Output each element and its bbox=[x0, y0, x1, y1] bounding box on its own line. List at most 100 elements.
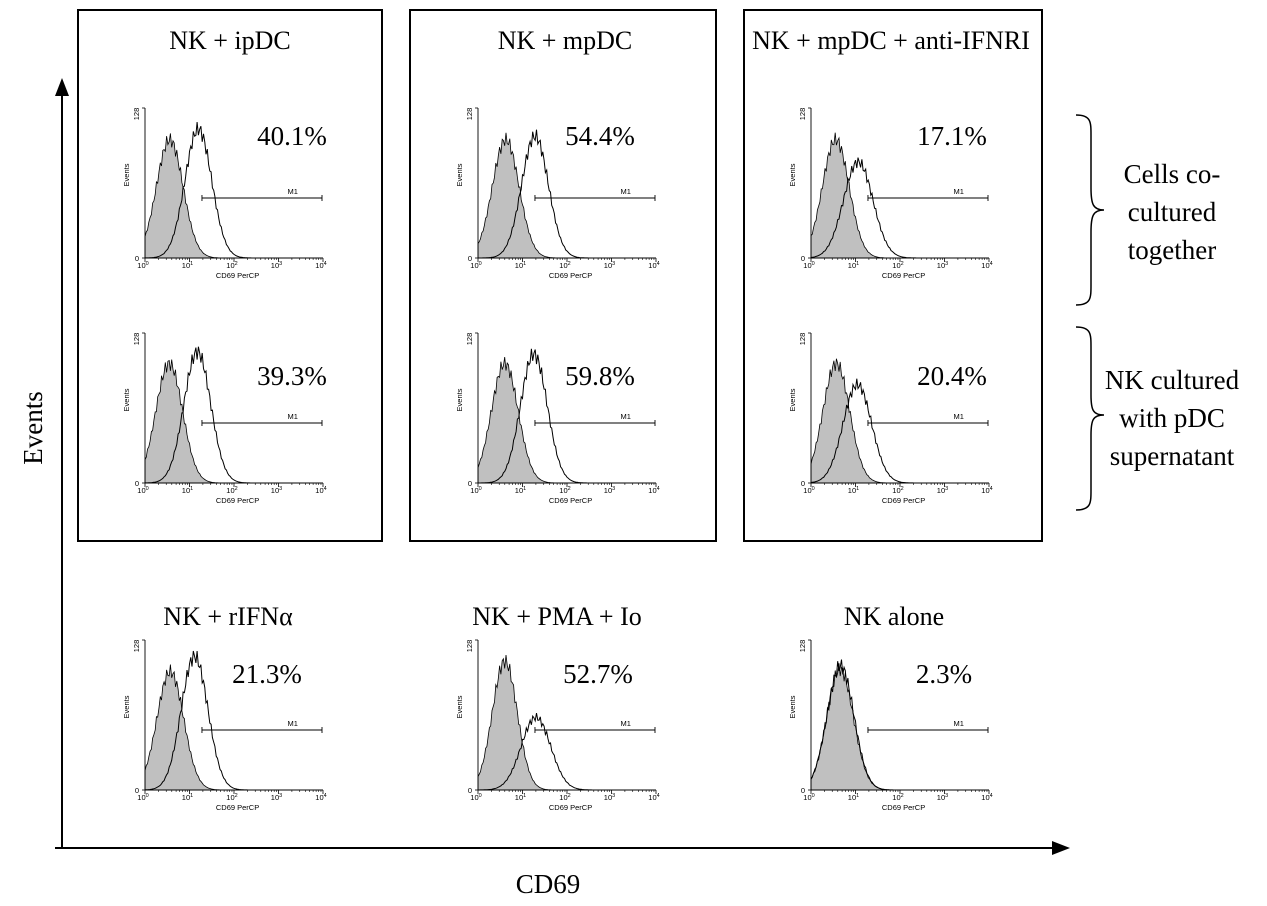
cd69-axis-arrowhead bbox=[1052, 841, 1070, 855]
gate-label: M1 bbox=[954, 187, 964, 196]
x-tick-label: 104 bbox=[315, 261, 326, 270]
y-axis-label: Events bbox=[788, 695, 797, 718]
x-tick-exponent: 1 bbox=[523, 261, 526, 267]
y-axis-label: Events bbox=[122, 388, 131, 411]
bracket-label-line: cultured bbox=[1128, 197, 1217, 227]
bracket-label-line: NK cultured bbox=[1105, 365, 1240, 395]
x-tick-exponent: 3 bbox=[945, 261, 948, 267]
x-tick-label: 100 bbox=[470, 261, 481, 270]
x-tick-label: 101 bbox=[182, 261, 193, 270]
x-tick-label: 102 bbox=[226, 486, 237, 495]
y-tick-label: 128 bbox=[132, 333, 141, 346]
x-tick-exponent: 3 bbox=[279, 261, 282, 267]
x-tick-exponent: 1 bbox=[856, 486, 859, 492]
x-tick-label: 104 bbox=[648, 793, 659, 802]
x-tick-exponent: 0 bbox=[812, 793, 815, 799]
x-tick-label: 102 bbox=[559, 793, 570, 802]
x-tick-exponent: 3 bbox=[945, 486, 948, 492]
x-tick-label: 102 bbox=[559, 261, 570, 270]
x-tick-exponent: 2 bbox=[235, 261, 238, 267]
events-axis-arrowhead bbox=[55, 78, 69, 96]
x-tick-exponent: 0 bbox=[812, 486, 815, 492]
x-tick-exponent: 1 bbox=[190, 261, 193, 267]
figure-y-axis-label: Events bbox=[18, 391, 48, 465]
gate-label: M1 bbox=[621, 187, 631, 196]
x-tick-label: 103 bbox=[604, 793, 615, 802]
x-tick-exponent: 0 bbox=[146, 793, 149, 799]
x-tick-exponent: 2 bbox=[568, 261, 571, 267]
x-tick-label: 100 bbox=[803, 793, 814, 802]
x-tick-label: 103 bbox=[604, 261, 615, 270]
x-tick-label: 101 bbox=[182, 486, 193, 495]
x-tick-label: 103 bbox=[271, 261, 282, 270]
x-tick-label: 101 bbox=[848, 793, 859, 802]
x-tick-label: 101 bbox=[515, 261, 526, 270]
bracket-label-line: supernatant bbox=[1110, 441, 1235, 471]
group-box-mpdc bbox=[409, 9, 717, 542]
x-tick-label: 103 bbox=[937, 793, 948, 802]
panel-title: NK + mpDC bbox=[498, 26, 633, 55]
x-tick-exponent: 1 bbox=[523, 793, 526, 799]
y-tick-label: 128 bbox=[798, 640, 807, 653]
x-tick-label: 104 bbox=[981, 486, 992, 495]
x-axis-label: CD69 PerCP bbox=[216, 496, 259, 505]
x-tick-label: 100 bbox=[470, 793, 481, 802]
group-box-ipdc bbox=[77, 9, 383, 542]
x-tick-label: 100 bbox=[470, 486, 481, 495]
y-tick-label: 0 bbox=[468, 479, 472, 488]
x-tick-exponent: 1 bbox=[856, 261, 859, 267]
x-tick-label: 101 bbox=[848, 261, 859, 270]
y-tick-label: 0 bbox=[801, 479, 805, 488]
y-tick-label: 0 bbox=[801, 254, 805, 263]
x-axis-label: CD69 PerCP bbox=[882, 803, 925, 812]
x-tick-label: 102 bbox=[226, 793, 237, 802]
bracket-label-line: together bbox=[1128, 235, 1216, 265]
x-tick-label: 100 bbox=[803, 261, 814, 270]
x-tick-label: 104 bbox=[981, 793, 992, 802]
y-tick-label: 0 bbox=[135, 479, 139, 488]
percent-positive-label: 2.3% bbox=[916, 659, 972, 689]
gate-label: M1 bbox=[288, 187, 298, 196]
percent-positive-label: 52.7% bbox=[563, 659, 633, 689]
y-tick-label: 0 bbox=[468, 786, 472, 795]
x-tick-label: 100 bbox=[803, 486, 814, 495]
y-tick-label: 128 bbox=[465, 333, 474, 346]
x-tick-label: 102 bbox=[559, 486, 570, 495]
x-tick-label: 103 bbox=[271, 486, 282, 495]
x-tick-label: 104 bbox=[981, 261, 992, 270]
gate-label: M1 bbox=[954, 719, 964, 728]
percent-positive-label: 17.1% bbox=[917, 121, 987, 151]
x-tick-exponent: 3 bbox=[612, 261, 615, 267]
x-tick-label: 103 bbox=[271, 793, 282, 802]
x-tick-exponent: 4 bbox=[657, 793, 660, 799]
x-tick-exponent: 1 bbox=[190, 486, 193, 492]
x-tick-exponent: 4 bbox=[990, 793, 993, 799]
y-tick-label: 128 bbox=[798, 108, 807, 121]
x-tick-exponent: 1 bbox=[856, 793, 859, 799]
y-tick-label: 128 bbox=[132, 640, 141, 653]
x-tick-label: 104 bbox=[648, 486, 659, 495]
x-tick-label: 101 bbox=[182, 793, 193, 802]
y-axis-label: Events bbox=[788, 163, 797, 186]
percent-positive-label: 20.4% bbox=[917, 361, 987, 391]
x-tick-label: 100 bbox=[137, 793, 148, 802]
x-tick-label: 103 bbox=[604, 486, 615, 495]
percent-positive-label: 59.8% bbox=[565, 361, 635, 391]
y-axis-label: Events bbox=[455, 695, 464, 718]
x-tick-exponent: 0 bbox=[146, 261, 149, 267]
y-tick-label: 0 bbox=[135, 786, 139, 795]
y-axis-label: Events bbox=[455, 388, 464, 411]
panel-title: NK + ipDC bbox=[169, 26, 291, 55]
x-tick-label: 104 bbox=[648, 261, 659, 270]
gate-label: M1 bbox=[288, 719, 298, 728]
x-axis-label: CD69 PerCP bbox=[882, 496, 925, 505]
gate-label: M1 bbox=[621, 412, 631, 421]
y-tick-label: 0 bbox=[801, 786, 805, 795]
